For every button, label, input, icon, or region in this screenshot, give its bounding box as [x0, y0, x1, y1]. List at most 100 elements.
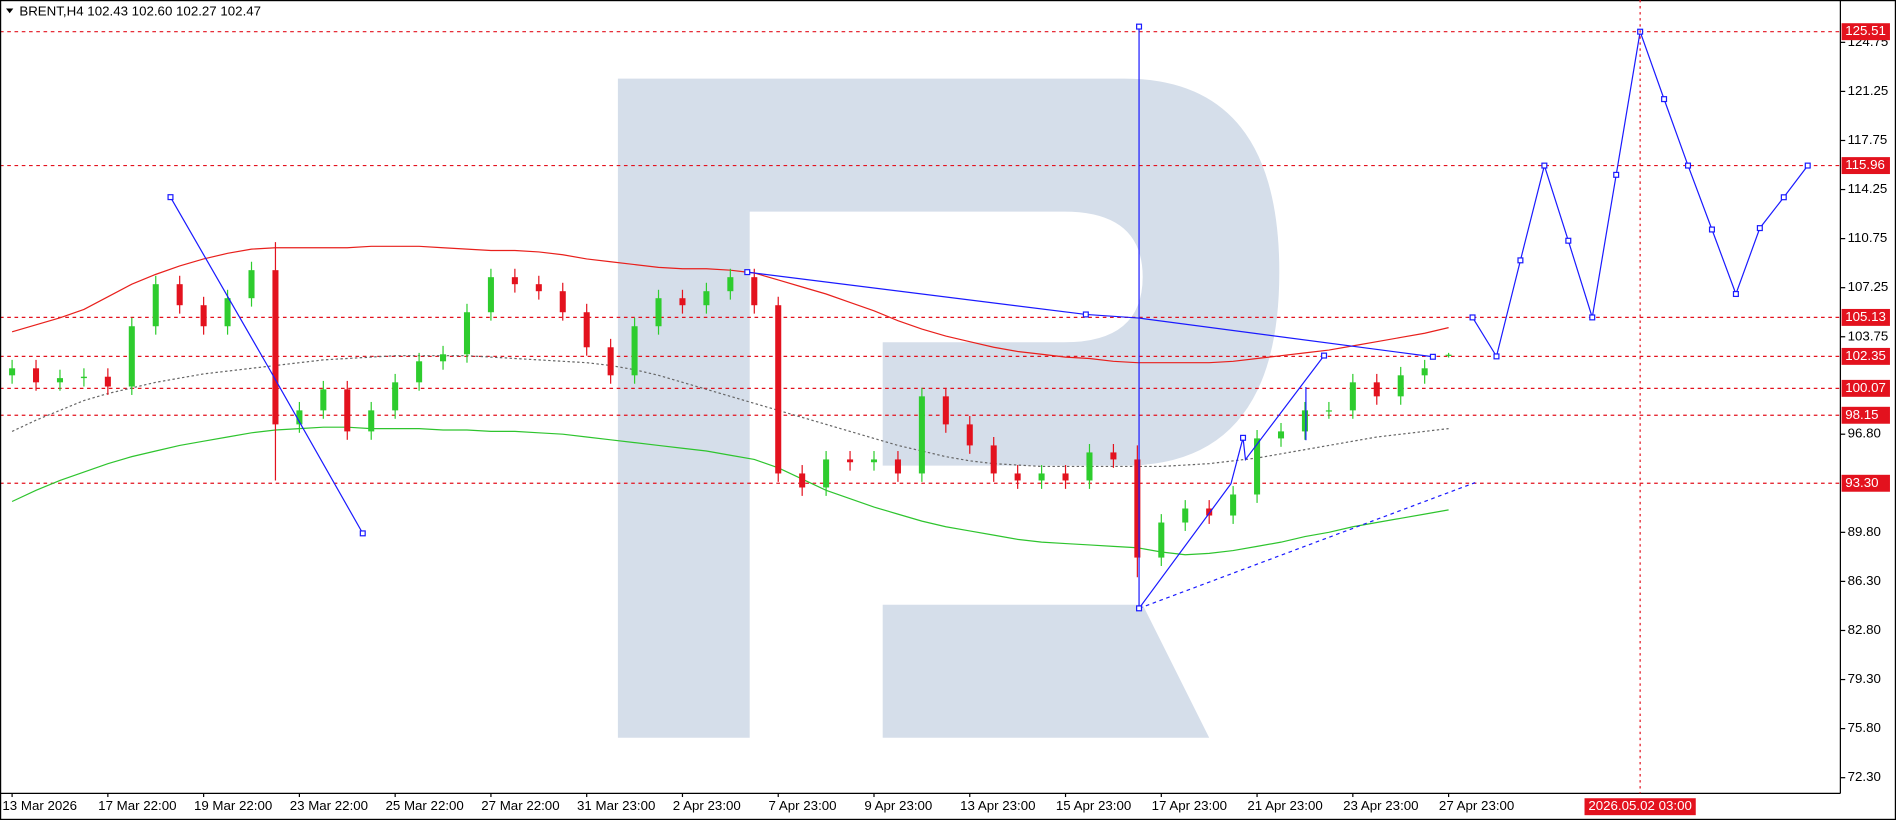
x-tick-label: 9 Apr 23:00 [864, 798, 932, 813]
watermark-leg [882, 604, 1210, 738]
candle-body [847, 459, 854, 463]
candle-body [9, 368, 16, 376]
candle-body [559, 291, 566, 313]
chart-title: BRENT,H4 102.43 102.60 102.27 102.47 [19, 4, 261, 19]
x-tick-label: 17 Apr 23:00 [1152, 798, 1227, 813]
candle-body [607, 347, 614, 376]
forecast-point [1469, 314, 1476, 321]
candle-body [104, 376, 111, 387]
x-tick-label: 2026.05.02 03:00 [1588, 798, 1692, 813]
y-tick-label: 86.30 [1848, 573, 1881, 588]
x-tick-label: 31 Mar 23:00 [577, 798, 655, 813]
y-tick-label: 117.75 [1848, 132, 1888, 147]
x-tick-label: 13 Mar 2026 [2, 798, 77, 813]
marker [744, 269, 751, 276]
y-tick-label: 103.75 [1848, 328, 1889, 343]
drawings [167, 23, 1476, 612]
x-tick-label: 23 Apr 23:00 [1343, 798, 1418, 813]
candle-body [1134, 459, 1141, 558]
forecast-point [1708, 226, 1715, 233]
candle-body [1110, 452, 1117, 460]
marker [1240, 434, 1247, 441]
y-tick-label: 72.30 [1848, 769, 1881, 784]
candle-body [1325, 410, 1332, 412]
candle-body [655, 298, 662, 327]
y-tick-label: 107.25 [1848, 279, 1889, 294]
forecast-point [1613, 171, 1620, 178]
candle-body [1301, 410, 1308, 432]
level-label-box [1841, 406, 1890, 424]
channel-line [1138, 481, 1476, 609]
candle-body [248, 270, 255, 299]
forecast-point [1732, 290, 1739, 298]
candle-body [1254, 438, 1261, 495]
level-label: 102.35 [1845, 348, 1886, 363]
y-tick-label: 114.25 [1848, 181, 1888, 196]
candle-body [200, 305, 207, 327]
candle-body [1086, 452, 1093, 481]
candle-body [703, 291, 710, 306]
candle-body [894, 459, 901, 474]
candle-body [727, 277, 734, 292]
x-tick-label: 27 Mar 22:00 [481, 798, 559, 813]
marker [1136, 23, 1143, 30]
forecast-point [1517, 257, 1524, 264]
y-tick-label: 79.30 [1848, 671, 1881, 686]
candle-body [1206, 508, 1213, 516]
candle-body [1397, 375, 1404, 397]
level-label-box [1841, 379, 1890, 397]
candle-body [870, 459, 878, 463]
candle-body [1349, 382, 1356, 411]
candle-body [1158, 522, 1165, 558]
candle-body [1038, 473, 1045, 481]
x-tick-label: 23 Mar 22:00 [290, 798, 368, 813]
candle-body [583, 312, 590, 348]
x-tick-label: 13 Apr 23:00 [960, 798, 1035, 813]
x-tick-label: 21 Apr 23:00 [1247, 798, 1322, 813]
x-tick-label: 2 Apr 23:00 [673, 798, 741, 813]
forecast-point [1780, 194, 1787, 201]
forecast-point [1541, 162, 1548, 169]
candle-body [320, 389, 327, 411]
marker [1082, 311, 1089, 318]
level-label: 125.51 [1845, 23, 1886, 38]
title-arrow [6, 8, 14, 14]
y-tick-label: 121.25 [1848, 83, 1889, 98]
candle-body [1014, 473, 1021, 481]
candle-body [416, 361, 423, 383]
level-label: 98.15 [1845, 407, 1878, 422]
candle-body [1277, 431, 1285, 439]
candle-body [1373, 382, 1380, 397]
forecast-point [1589, 314, 1596, 321]
marker [1136, 605, 1143, 612]
indicator-line [11, 355, 1449, 468]
candle-body [1445, 354, 1452, 356]
indicator-line [11, 426, 1449, 556]
level-label: 105.13 [1845, 309, 1886, 324]
candle-body [56, 378, 63, 383]
trend-line [169, 196, 364, 534]
candle-body [942, 396, 949, 425]
level-label: 93.30 [1845, 475, 1878, 490]
marker [167, 194, 174, 201]
level-label-box [1841, 347, 1890, 365]
candle-body [1421, 368, 1428, 376]
candle-body [775, 305, 782, 474]
x-tick-label: 15 Apr 23:00 [1056, 798, 1131, 813]
candle-body [535, 284, 542, 292]
candle-body [176, 284, 183, 306]
candle-body [224, 298, 231, 327]
y-tick-label: 75.80 [1848, 720, 1881, 735]
candle-body [823, 459, 830, 488]
candle-body [1182, 508, 1189, 523]
x-tick-label: 7 Apr 23:00 [769, 798, 837, 813]
candle-body [799, 473, 806, 488]
forecast-point [1684, 162, 1692, 169]
crosshair-label-box [1584, 798, 1696, 816]
candle-body [966, 424, 973, 446]
candle-body [463, 312, 471, 355]
candle-body [990, 445, 997, 474]
candle-body [918, 396, 925, 474]
candle-body [1230, 494, 1237, 516]
y-tick-label: 82.80 [1848, 622, 1881, 637]
